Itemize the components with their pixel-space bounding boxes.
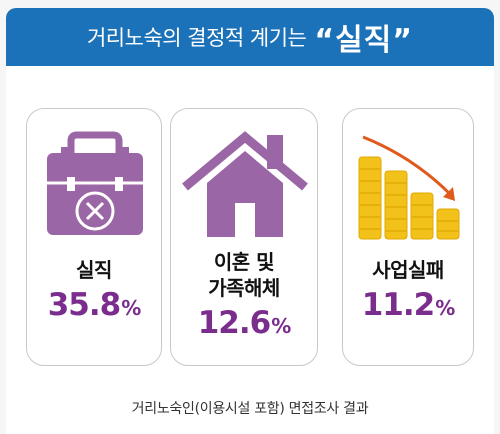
falling-coins-icon <box>358 135 460 240</box>
house-icon <box>182 131 308 237</box>
card-divorce: 이혼 및 가족해체 12.6% <box>170 108 318 366</box>
value-number: 12.6 <box>197 305 271 341</box>
card-unemployment: 실직 35.8% <box>26 108 162 366</box>
title-banner: 거리노숙의 결정적 계기는 “실직” <box>6 8 494 66</box>
card-value: 11.2% <box>343 287 473 323</box>
source-note: 거리노숙인(이용시설 포함) 면접조사 결과 <box>131 401 369 417</box>
card-label: 사업실패 <box>372 258 444 282</box>
banner-text: 거리노숙의 결정적 계기는 <box>86 26 307 50</box>
banner-highlight: “실직” <box>314 23 413 58</box>
value-number: 11.2 <box>361 287 435 323</box>
card-value: 35.8% <box>27 287 161 323</box>
value-number: 35.8 <box>47 287 121 323</box>
card-label: 이혼 및 가족해체 <box>171 249 317 301</box>
value-unit: % <box>271 314 291 338</box>
briefcase-x-icon <box>47 131 143 235</box>
card-value: 12.6% <box>171 305 317 341</box>
card-label-line1: 이혼 및 <box>213 250 275 274</box>
card-label: 실직 <box>76 258 112 282</box>
card-business-failure: 사업실패 11.2% <box>342 108 474 366</box>
value-unit: % <box>435 296 455 320</box>
value-unit: % <box>121 296 141 320</box>
card-label-line2: 가족해체 <box>208 276 280 300</box>
